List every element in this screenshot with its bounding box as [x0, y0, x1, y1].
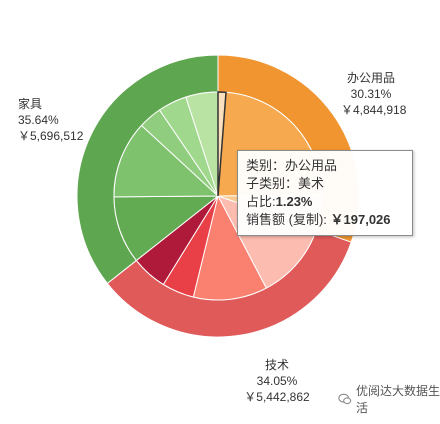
tooltip-sales-value: ￥197,026 — [330, 212, 391, 227]
tooltip-share: 占比:1.23% — [246, 193, 404, 211]
tooltip-share-value: 1.23% — [275, 194, 313, 209]
tooltip: 类别：办公用品 子类别：美术 占比:1.23% 销售额 (复制): ￥197,0… — [237, 150, 413, 236]
inner-slice-3-1[interactable] — [113, 195, 220, 262]
inner-slice-2-2[interactable] — [192, 194, 267, 301]
tooltip-sales: 销售额 (复制): ￥197,026 — [246, 211, 404, 229]
label-furniture-percent: 35.64% — [18, 113, 59, 127]
tooltip-share-label: 占比: — [246, 194, 276, 209]
label-office: 办公用品 30.31% ￥4,844,918 — [341, 70, 407, 118]
label-furniture-value: ￥5,696,512 — [18, 129, 84, 143]
inner-slice-3-2[interactable] — [113, 124, 220, 198]
label-tech: 技术 34.05% ￥5,442,862 — [234, 357, 320, 405]
inner-slice-1-1[interactable] — [217, 91, 227, 197]
watermark: 优阅达大数据生活 — [338, 384, 440, 415]
label-office-name: 办公用品 — [346, 71, 395, 85]
label-tech-name: 技术 — [264, 358, 289, 372]
wechat-icon — [338, 393, 352, 405]
label-furniture-name: 家具 — [18, 97, 43, 111]
tooltip-category: 类别：办公用品 — [246, 158, 338, 173]
label-office-value: ￥4,844,918 — [341, 103, 407, 117]
label-tech-percent: 34.05% — [256, 374, 298, 388]
tooltip-sales-label: 销售额 (复制): — [246, 212, 327, 227]
tooltip-subcategory: 子类别：美术 — [246, 176, 325, 191]
label-tech-value: ￥5,442,862 — [244, 390, 310, 404]
label-office-percent: 30.31% — [350, 87, 392, 101]
label-furniture: 家具 35.64% ￥5,696,512 — [18, 96, 83, 144]
watermark-text: 优阅达大数据生活 — [356, 384, 440, 415]
